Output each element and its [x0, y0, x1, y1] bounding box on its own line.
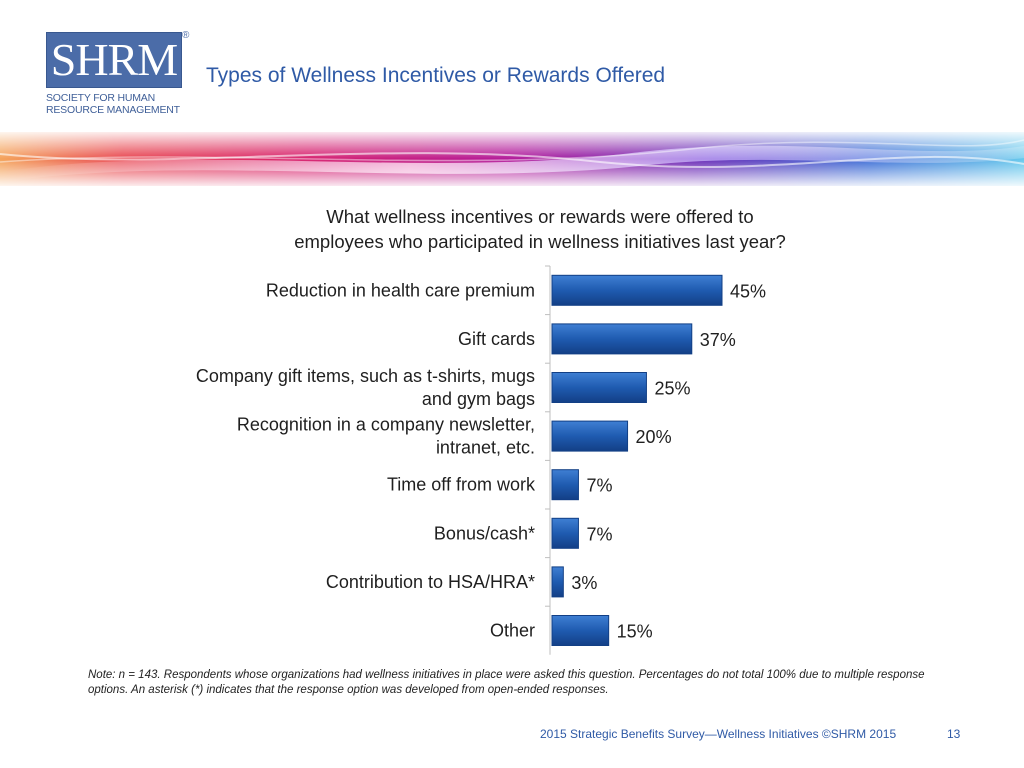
chart-question: What wellness incentives or rewards were…	[240, 204, 840, 254]
category-label: Reduction in health care premium	[266, 280, 535, 300]
bar-value-label: 25%	[654, 379, 690, 399]
logo-tagline-2: RESOURCE MANAGEMENT	[46, 104, 180, 116]
category-label: Bonus/cash*	[434, 523, 535, 543]
bar-value-label: 3%	[571, 573, 597, 593]
bar	[551, 517, 579, 549]
category-label: and gym bags	[422, 389, 535, 409]
bar	[551, 420, 629, 452]
bar-value-label: 20%	[636, 427, 672, 447]
logo-tagline-1: SOCIETY FOR HUMAN	[46, 92, 155, 104]
category-label: Time off from work	[387, 475, 536, 495]
category-label: Contribution to HSA/HRA*	[326, 572, 535, 592]
category-label: intranet, etc.	[436, 438, 535, 458]
bar	[551, 469, 579, 501]
bar-value-label: 7%	[586, 524, 612, 544]
bar-value-label: 15%	[617, 622, 653, 642]
category-label: Recognition in a company newsletter,	[237, 415, 535, 435]
decorative-banner	[0, 132, 1024, 186]
bar-value-label: 45%	[730, 281, 766, 301]
bar-value-label: 7%	[586, 476, 612, 496]
category-label: Gift cards	[458, 329, 535, 349]
footer-source: 2015 Strategic Benefits Survey—Wellness …	[540, 727, 897, 741]
slide-title: Types of Wellness Incentives or Rewards …	[206, 64, 666, 87]
logo-registered-mark: ®	[182, 30, 190, 41]
bar	[551, 274, 723, 306]
category-label: Company gift items, such as t-shirts, mu…	[196, 366, 535, 386]
bar	[551, 566, 564, 598]
bar	[551, 615, 610, 646]
bar-chart: 45% Reduction in health care premium 37% Gi…	[196, 265, 766, 655]
question-line-1: What wellness incentives or rewards were…	[326, 206, 754, 227]
bar	[551, 372, 647, 403]
page-number: 13	[947, 727, 961, 741]
logo-box: SHRM	[46, 32, 182, 88]
bar-value-label: 37%	[700, 330, 736, 350]
logo-wordmark: SHRM	[50, 34, 178, 85]
question-line-2: employees who participated in wellness i…	[294, 231, 786, 252]
footnote: Note: n = 143. Respondents whose organiz…	[88, 669, 925, 696]
shrm-logo: SHRM ® SOCIETY FOR HUMAN RESOURCE MANAGE…	[46, 30, 190, 120]
bar	[551, 323, 693, 355]
category-label: Other	[490, 621, 535, 641]
